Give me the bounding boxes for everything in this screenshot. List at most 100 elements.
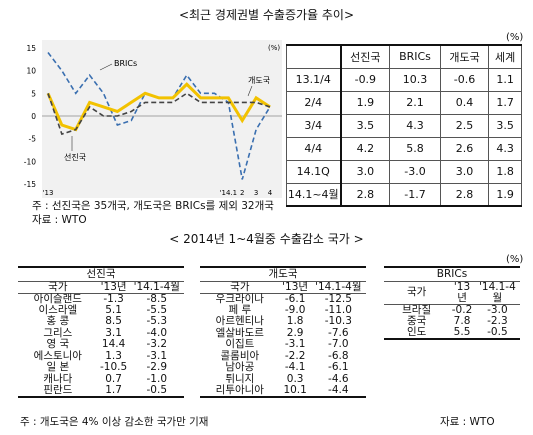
table-row: 아르헨티나 1.8 -10.3 [200, 316, 366, 328]
country-cell: 브라질 [402, 303, 432, 316]
value-cell: -0.6 [439, 67, 490, 92]
value-cell: 2.6 [439, 136, 490, 161]
col-header-advanced: 선진국 [339, 44, 391, 69]
value-cell: -0.9 [339, 67, 391, 92]
x-tick-label: '14.1 [220, 189, 238, 197]
country-cell: 우크라이나 [215, 292, 264, 305]
series-line-0 [47, 52, 271, 180]
country-cell: 홍 콩 [46, 315, 70, 328]
value-cell: 3.0 [439, 159, 490, 184]
series-line-1 [46, 82, 271, 132]
value-cell: 5.5 [449, 327, 475, 340]
value-cell: -11.0 [324, 303, 352, 316]
x-tick-label: '13 [43, 189, 54, 197]
period-cell: 3/4 [286, 113, 342, 138]
column-header: 국가 [384, 281, 450, 305]
country-cell: 아르헨티나 [215, 315, 264, 328]
value-cell: 2.8 [339, 182, 391, 207]
country-cell: 그리스 [43, 326, 73, 339]
bottom-note: 주 : 개도국은 4% 이상 감소한 국가만 기재 [20, 416, 209, 428]
label-advanced: 선진국 [64, 152, 86, 162]
value-cell: 5.8 [389, 136, 441, 161]
value-cell: -2.9 [146, 361, 168, 374]
value-cell: 7.8 [453, 314, 471, 327]
value-cell: -5.5 [146, 303, 168, 316]
table-row: 일 본 -10.5 -2.9 [18, 362, 184, 374]
value-cell: -1.0 [146, 372, 168, 385]
country-cell: 에스토니아 [33, 349, 82, 362]
world-table-row: 14.1Q 3.0 -3.0 3.0 1.8 [286, 159, 522, 184]
value-cell: 2.8 [439, 182, 490, 207]
value-cell: 1.9 [339, 90, 391, 115]
group-header: 선진국 [18, 266, 184, 282]
value-cell: -3.1 [146, 349, 168, 362]
table-row: 핀란드 1.7 -0.5 [18, 385, 184, 398]
country-cell: 엘살바도르 [215, 326, 264, 339]
value-cell: 1.8 [286, 315, 304, 328]
label-brics: BRICs [114, 59, 137, 68]
label-developing: 개도국 [248, 75, 270, 85]
y-tick-label: -10 [24, 157, 36, 166]
developing-table: 개도국 국가 '13년 '14.1-4월 우크라이나 -6.1 -12.5 페 루 -9.0 -1… [200, 266, 366, 398]
col-header-brics: BRICs [389, 44, 441, 69]
advanced-table: 선진국 국가 '13년 '14.1-4월 아이슬랜드 -1.3 -8.5 이스라엘 5.1 -5.… [18, 266, 184, 398]
value-cell: 14.4 [101, 338, 126, 351]
value-cell: -6.1 [328, 361, 349, 374]
value-cell: 1.7 [97, 385, 130, 398]
country-cell: 남아공 [225, 361, 255, 374]
value-cell: -5.3 [146, 315, 168, 328]
table-row: 우크라이나 -6.1 -12.5 [200, 293, 366, 305]
value-cell: 4.3 [488, 136, 522, 161]
table-row: 홍 콩 8.5 -5.3 [18, 316, 184, 328]
chart-unit: (%) [268, 44, 280, 52]
chart-x-axis-labels: '13 '14.1 2 3 4 [42, 186, 282, 198]
col-header-developing: 개도국 [439, 44, 490, 69]
unit-label-bottom: (%) [506, 254, 524, 265]
y-tick-label: -15 [24, 180, 36, 189]
table-row: 이집트 -3.1 -7.0 [200, 339, 366, 351]
value-cell: -10.3 [324, 315, 352, 328]
world-table-row: 3/4 3.5 4.3 2.5 3.5 [286, 113, 522, 138]
value-cell: -7.6 [328, 326, 349, 339]
column-header: '14.1-4월 [129, 281, 184, 294]
table-row: 튀니지 0.3 -4.6 [200, 372, 366, 386]
value-cell: 0.7 [105, 372, 122, 385]
main-title: <최근 경제권별 수출증가율 추이> [178, 8, 355, 22]
value-cell: -3.2 [146, 338, 168, 351]
y-tick-label: 5 [31, 89, 36, 98]
col-header-blank [286, 44, 342, 69]
world-growth-table: 선진국 BRICs 개도국 세계 13.1/4 -0.9 10.3 -0.6 1.1 2/… [286, 44, 522, 207]
value-cell: -12.5 [324, 292, 352, 305]
table-row: 중국 7.8 -2.3 [384, 314, 520, 328]
column-header: '13년 [97, 281, 130, 294]
value-cell: -0.5 [129, 385, 184, 398]
value-cell: -4.0 [146, 326, 168, 339]
column-header: '14.1-4월 [474, 281, 520, 305]
value-cell: 1.1 [488, 67, 522, 92]
x-axis: '13 '14.1 2 3 4 [43, 189, 273, 197]
value-cell: 3.5 [339, 113, 391, 138]
period-cell: 14.1~4월 [286, 182, 342, 207]
value-cell: 3.0 [339, 159, 391, 184]
country-cell: 영 국 [46, 338, 70, 351]
value-cell: -4.6 [328, 372, 349, 385]
value-cell: 4.3 [389, 113, 441, 138]
y-tick-label: 0 [31, 112, 36, 121]
period-cell: 2/4 [286, 90, 342, 115]
chart-source: 자료 : WTO [32, 214, 87, 226]
value-cell: 10.3 [389, 67, 441, 92]
group-header: 개도국 [200, 266, 366, 282]
column-header: 국가 [18, 281, 98, 294]
unit-label-top: (%) [506, 32, 524, 43]
value-cell: -7.0 [328, 338, 349, 351]
value-cell: -1.3 [103, 292, 124, 305]
label-developing-leader [247, 85, 253, 97]
table-row: 아이슬랜드 -1.3 -8.5 [18, 293, 184, 305]
column-header: '13년 [279, 281, 311, 294]
chart-y-axis-labels: 15 10 5 0 -5 -10 -15 [16, 40, 40, 198]
value-cell: 2.1 [389, 90, 441, 115]
value-cell: -3.1 [284, 338, 306, 351]
col-header-world: 세계 [488, 44, 522, 69]
value-cell: 1.7 [488, 90, 522, 115]
value-cell: 2.9 [286, 326, 304, 339]
